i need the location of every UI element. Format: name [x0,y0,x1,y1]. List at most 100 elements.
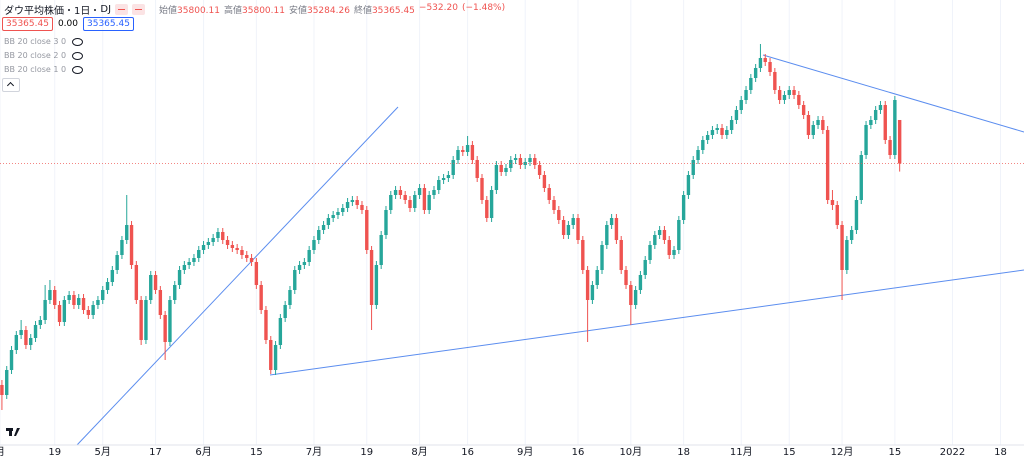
candle-body [835,205,839,225]
logo [6,428,20,436]
candle-body [705,135,710,140]
compare-button[interactable] [132,4,146,15]
candle-body [633,290,638,305]
candle-body [816,120,820,125]
candle-body [672,250,676,255]
x-tick-label: 5月 [95,446,111,458]
indicator[interactable]: BB 20 close 3 0 [4,37,84,46]
candle-body [105,282,110,290]
buy-price[interactable]: 35365.45 [83,17,134,31]
change: −532.20 [418,3,458,13]
exchange: DJ [100,4,112,15]
candle-body [446,175,451,178]
candle-body [336,212,340,215]
candle-body [307,250,311,262]
candle-body [326,218,331,225]
candle-body [681,195,686,220]
candles [0,44,1024,410]
visibility-icon[interactable] [72,37,84,46]
sell-price[interactable]: 35365.45 [2,17,53,31]
candle-body [96,300,100,305]
candle-body [331,215,335,218]
candle-body [552,200,556,210]
candle-body [72,295,76,305]
symbol-title: ダウ平均株価 [4,6,64,17]
candle-body [216,232,220,238]
indicator-label: BB 20 close 3 0 [4,37,67,46]
candle-body [749,78,753,90]
candle-body [873,110,878,120]
logo-part [14,428,20,436]
candle-body [365,210,369,250]
candle-body [182,265,187,270]
candle-body [739,100,743,110]
candle-body [38,320,43,325]
ohlc-label: 終値 [353,6,372,16]
candle-body [643,260,647,275]
candle-body [81,298,86,310]
candle-body [461,150,465,152]
ohlc-item: 高値35800.11 [224,3,285,16]
x-tick-label: 2022 [940,447,965,458]
candle-body [585,270,590,300]
change-pct: (−1.48%) [461,3,506,13]
candle-body [744,90,748,100]
candle-body [547,188,551,200]
x-tick-label: 16 [461,447,474,458]
indicator[interactable]: BB 20 close 2 0 [4,51,84,60]
candle-body [456,150,460,160]
x-tick-label: 19 [48,447,61,458]
candle-body [417,188,422,195]
candle-body [557,210,561,220]
candle-body [101,290,105,300]
candle-body [667,240,671,255]
candle-body [249,258,254,262]
candle-body [312,240,316,250]
x-tick-label: 7月 [306,446,322,458]
candle-body [432,190,436,195]
candle-body [609,218,614,225]
candle-body [115,255,119,270]
visibility-icon[interactable] [72,65,84,74]
candle-body [221,232,225,240]
candle-body [494,165,499,190]
ohlc-value: 35800.11 [177,6,220,16]
candle-body [691,160,695,175]
candle-body [897,119,902,164]
candle-body [355,200,359,205]
x-axis: 月 19 5月 17 6月 15 7月 19 8月 16 9月 16 10月 18 11月 15 12月 15 20… [0,446,1007,458]
candle-body [753,68,758,78]
candle-body [293,270,297,290]
candle-body [571,218,575,225]
x-tick-label: 9月 [517,446,533,458]
candle-body [845,240,849,270]
candle-body [859,155,863,200]
ohlc-values: 始値35800.11 高値35800.11 安値35284.26 終値35365… [159,3,505,16]
candle-body [24,330,28,345]
candle-body [0,385,4,395]
candle-body [600,245,604,270]
candle-body [787,90,791,95]
candle-body [384,210,388,235]
minimize-button[interactable] [115,4,129,15]
candle-body [197,250,201,258]
candle-body [413,195,417,208]
candle-body [125,225,129,240]
candle-body [158,290,163,315]
candle-body [528,158,532,162]
indicator[interactable]: BB 20 close 1 0 [4,65,84,74]
candle-body [801,105,806,115]
candle-body [269,340,273,370]
candle-body [720,128,724,135]
ohlc-value: 35365.45 [371,6,415,16]
candle-body [624,270,628,285]
collapse-button[interactable] [2,78,20,92]
candle-body [345,202,350,208]
candle-body [509,160,513,168]
candle-body [5,370,9,395]
visibility-icon[interactable] [72,51,84,60]
candle-body [86,310,91,315]
candle-body [441,178,446,180]
x-tick-label: 10月 [619,446,642,458]
candle-body [715,128,719,130]
